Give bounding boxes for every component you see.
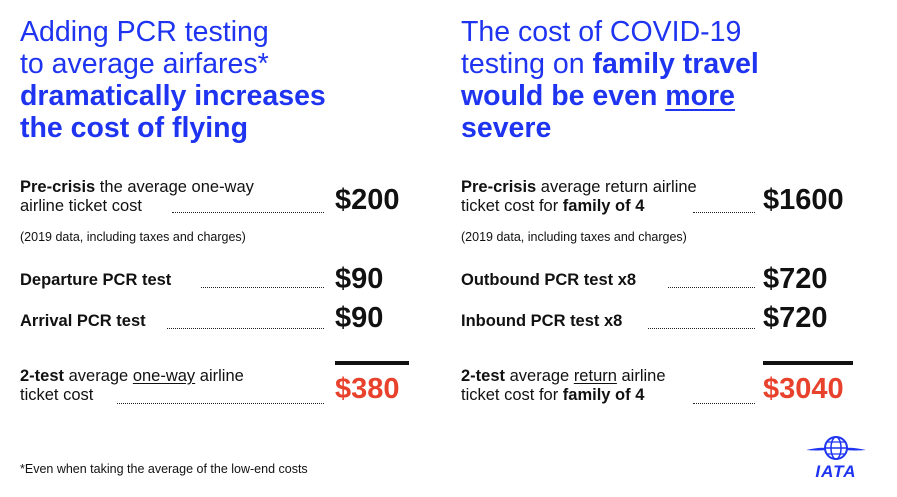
left-total-bold: 2-test [20, 367, 65, 385]
left-precrisis-label: Pre-crisis the average one-way airline t… [20, 178, 254, 216]
left-arrival-price: $90 [335, 302, 384, 334]
left-sum-rule [335, 361, 409, 365]
iata-logo: IATA [804, 435, 868, 481]
right-heading-more: more [665, 80, 735, 112]
right-heading-line1: The cost of COVID-19 [461, 16, 742, 48]
left-departure-price: $90 [335, 263, 384, 295]
right-total-leader [693, 403, 755, 404]
right-sum-rule [763, 361, 853, 365]
right-heading-line4: severe [461, 112, 552, 144]
right-precrisis-price: $1600 [763, 184, 844, 216]
globe-plane-icon [806, 436, 866, 460]
right-inbound-leader [648, 328, 755, 329]
left-precrisis-price: $200 [335, 184, 400, 216]
right-inbound-label: Inbound PCR test x8 [461, 312, 623, 330]
right-precrisis-leader [693, 212, 755, 213]
right-outbound-leader [668, 287, 755, 288]
right-precrisis-note: (2019 data, including taxes and charges) [461, 230, 687, 244]
left-precrisis-text2: airline ticket cost [20, 197, 142, 215]
left-total-underlined: one-way [132, 367, 196, 385]
left-heading-line2: to average airfares* [20, 48, 269, 80]
left-heading: Adding PCR testing to average airfares* … [20, 16, 326, 144]
left-total-leader [117, 403, 324, 404]
left-precrisis-text1: the average one-way [95, 178, 254, 196]
left-total-label: 2-test average one-way airline ticket co… [20, 367, 244, 404]
right-outbound-price: $720 [763, 263, 828, 295]
left-departure-leader [201, 287, 324, 288]
left-precrisis-note: (2019 data, including taxes and charges) [20, 230, 246, 244]
right-heading: The cost of COVID-19 testing on family t… [461, 16, 759, 144]
iata-logo-text: IATA [815, 462, 857, 481]
left-total-text3: ticket cost [20, 386, 94, 404]
left-total-price: $380 [335, 373, 400, 405]
left-precrisis-leader [172, 212, 324, 213]
footnote: *Even when taking the average of the low… [20, 462, 308, 476]
left-heading-line1: Adding PCR testing [20, 16, 269, 48]
right-inbound-price: $720 [763, 302, 828, 334]
left-arrival-label: Arrival PCR test [20, 312, 146, 330]
right-precrisis-label: Pre-crisis average return airline ticket… [461, 178, 697, 215]
left-precrisis-bold: Pre-crisis [20, 178, 96, 196]
right-outbound-label: Outbound PCR test x8 [461, 271, 637, 289]
left-arrival-leader [167, 328, 324, 329]
right-total-price: $3040 [763, 373, 844, 405]
left-departure-label: Departure PCR test [20, 271, 172, 289]
left-heading-line4: the cost of flying [20, 112, 248, 144]
right-heading-family-travel: family travel [592, 48, 759, 80]
right-total-underlined: return [573, 367, 617, 385]
right-total-label: 2-test average return airline ticket cos… [461, 367, 666, 404]
left-heading-line3: dramatically increases [20, 80, 326, 112]
